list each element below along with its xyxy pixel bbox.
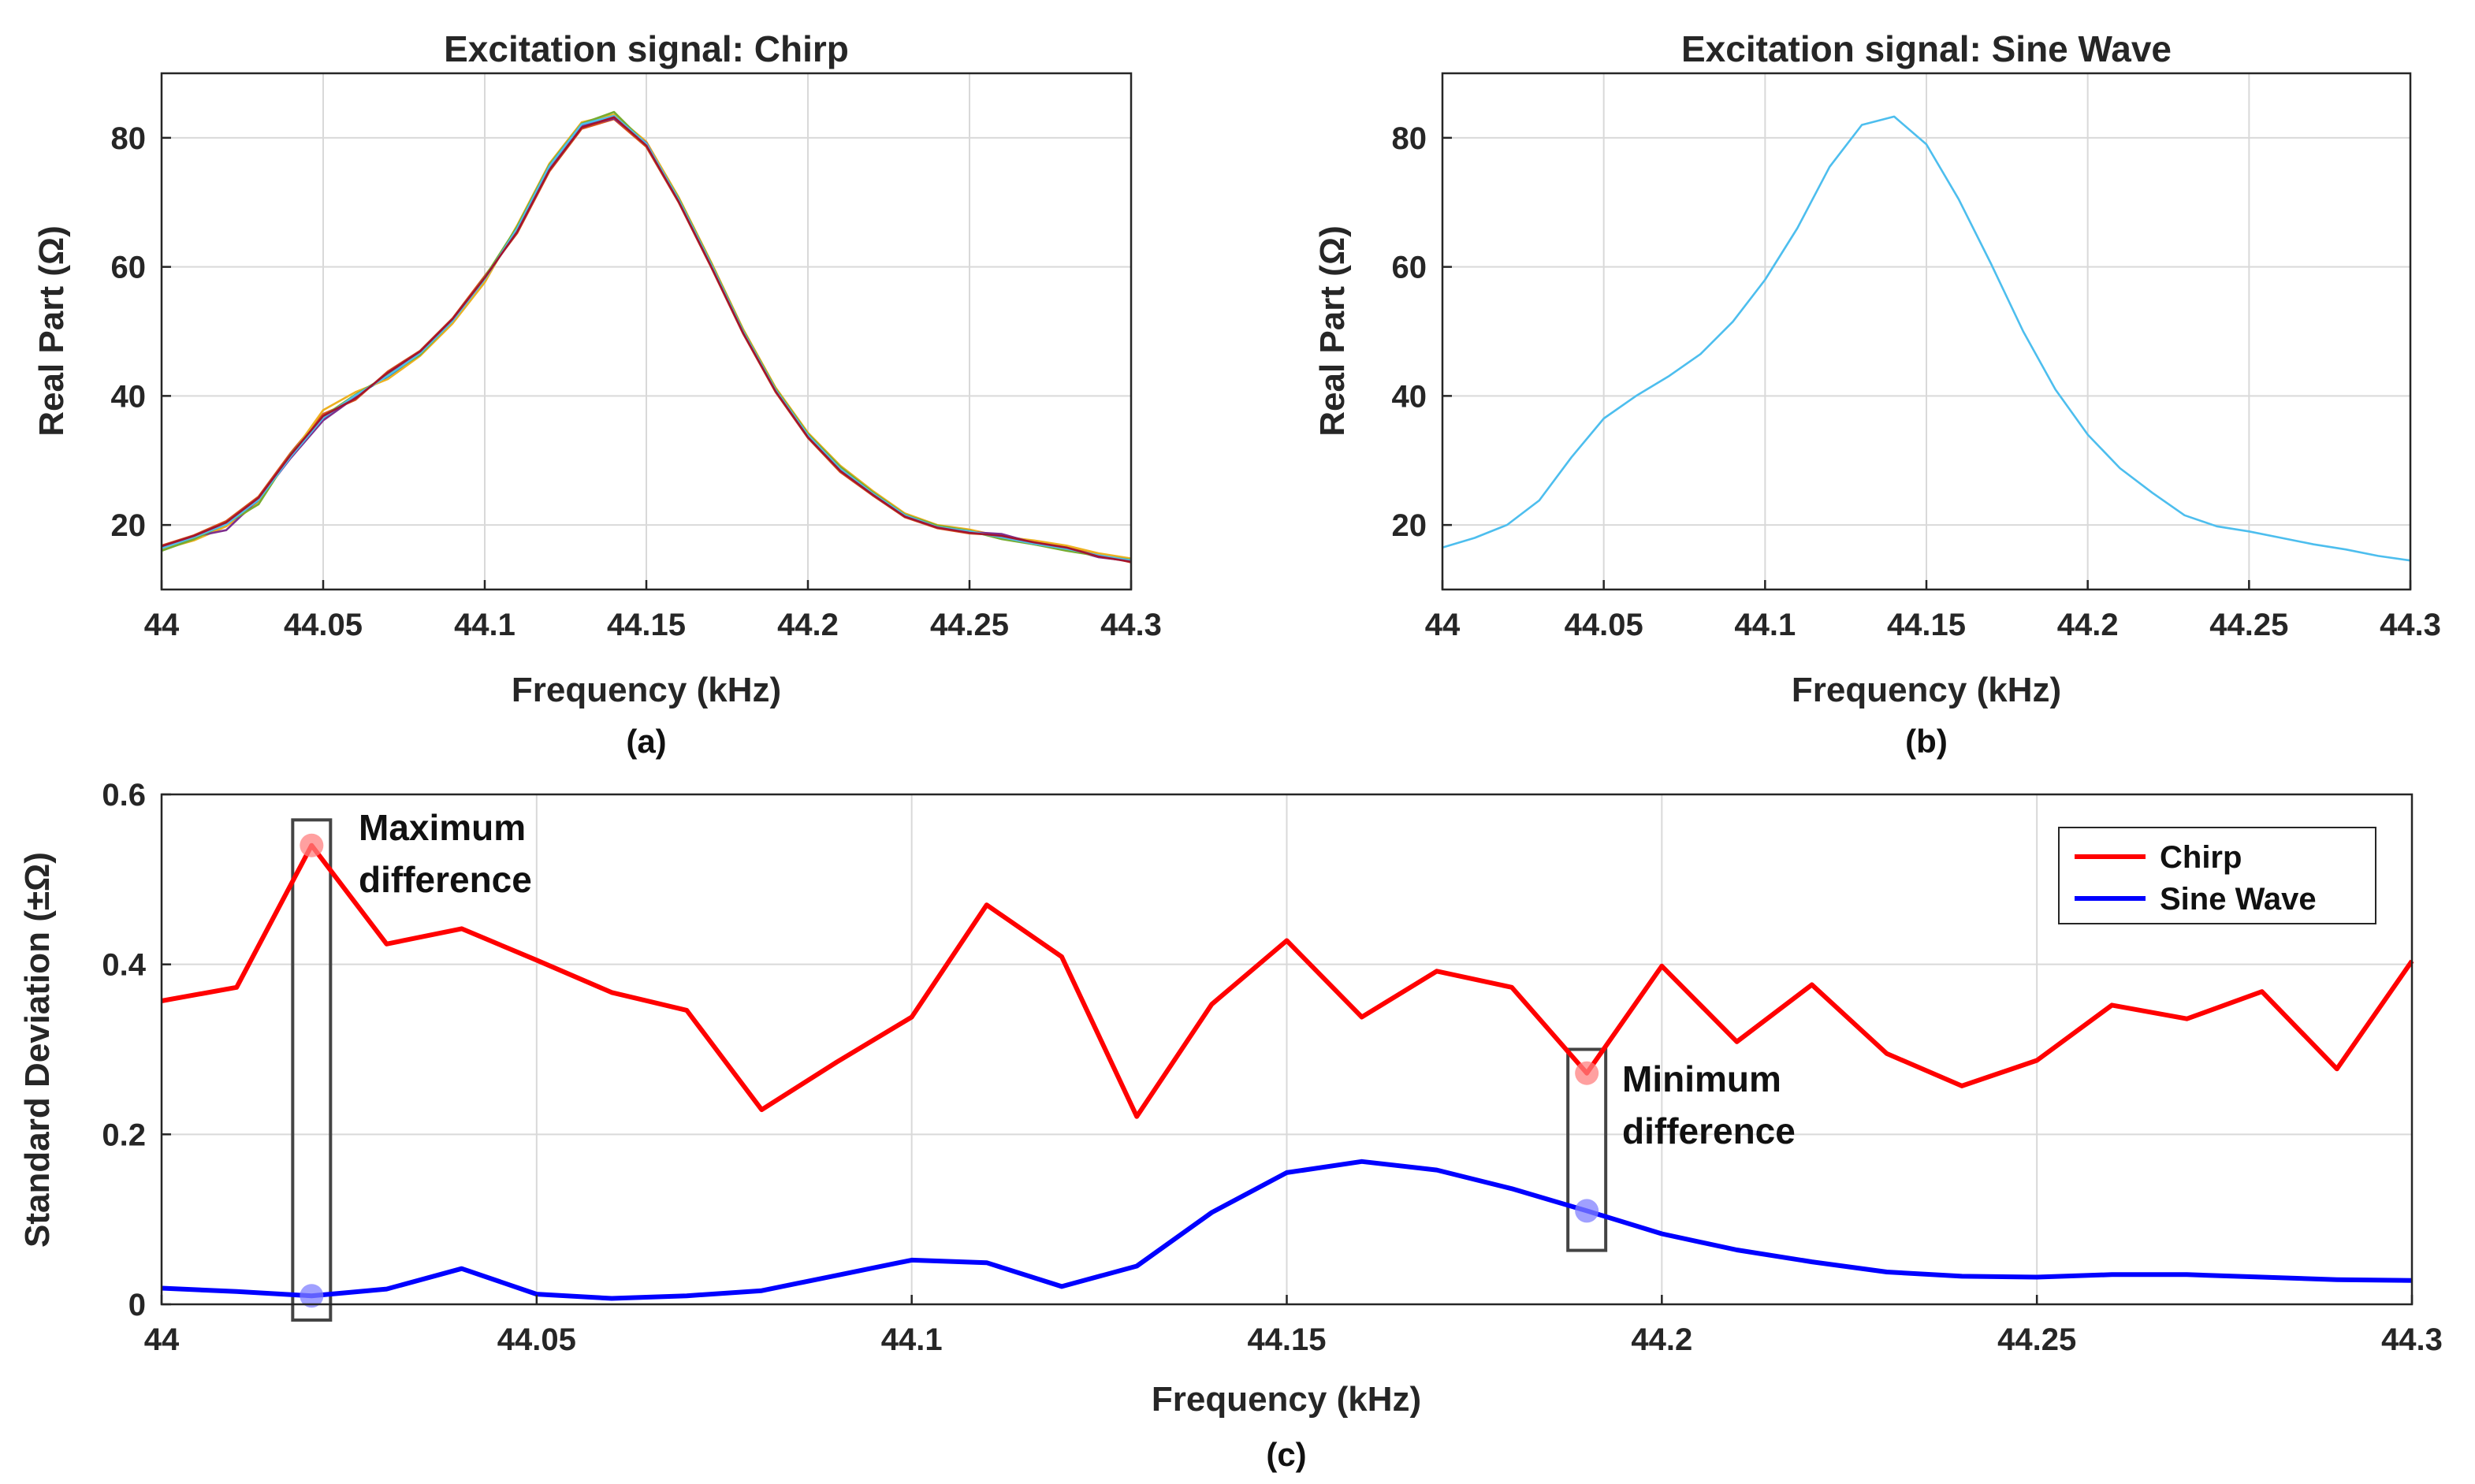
panel-c-caption: (c): [1266, 1436, 1306, 1473]
panel-a-chirp: Excitation signal: Chirp 44 44.05 44.1 44.1…: [32, 28, 1162, 760]
x-tick-label: 44.25: [930, 608, 1009, 642]
x-tick-label: 44.15: [1247, 1322, 1326, 1357]
y-tick-label: 60: [111, 251, 147, 285]
panel-c-xlabel: Frequency (kHz): [1152, 1380, 1421, 1419]
series-line-run-7: [161, 116, 1132, 563]
y-tick-label: 20: [1392, 508, 1427, 543]
y-tick-label: 40: [1392, 379, 1427, 414]
panel-a-xlabel: Frequency (kHz): [512, 671, 781, 709]
panel-c-series: [161, 842, 2414, 1301]
y-tick-label: 80: [1392, 121, 1427, 156]
x-tick-label: 44.1: [1734, 608, 1796, 642]
x-tick-label: 44.15: [607, 608, 686, 642]
panel-b-sine: Excitation signal: Sine Wave 44 44.05 44.1…: [1313, 28, 2441, 760]
panel-c-ylabel: Standard Deviation (±Ω): [18, 852, 57, 1248]
panel-a-title: Excitation signal: Chirp: [444, 28, 849, 69]
panel-c-grid: [162, 794, 2412, 1304]
panel-b-ylabel: Real Part (Ω): [1313, 225, 1352, 437]
min-diff-box: [1566, 1047, 1608, 1252]
min-diff-label-line2: difference: [1622, 1110, 1796, 1151]
panel-b-series: [1442, 115, 2411, 562]
sine-highlight-point: [300, 1284, 324, 1308]
x-tick-label: 44.15: [1887, 608, 1966, 642]
panel-a-caption: (a): [626, 723, 666, 760]
panel-a-series: [161, 110, 1132, 563]
legend-box: [2058, 827, 2376, 924]
x-tick-label: 44: [144, 1322, 180, 1357]
legend-label-chirp: Chirp: [2160, 840, 2242, 875]
panel-c-ticks: 44 44.05 44.1 44.15 44.2 44.25 44.3 0 0.2 0.4 0.6: [102, 778, 2443, 1357]
panel-b-title: Excitation signal: Sine Wave: [1681, 28, 2172, 69]
max-diff-box: [291, 818, 333, 1322]
panel-a-ylabel: Real Part (Ω): [32, 225, 71, 437]
x-tick-label: 44.2: [777, 608, 839, 642]
panel-b-ticks: 44 44.05 44.1 44.15 44.2 44.25 44.3 20 40 60 80: [1392, 121, 2441, 642]
panel-a-grid: [162, 73, 1131, 590]
chirp-highlight-point: [300, 833, 324, 857]
chirp-highlight-point: [1575, 1061, 1599, 1085]
sine-highlight-point: [1575, 1199, 1599, 1223]
max-diff-label-line1: Maximum: [359, 807, 526, 848]
y-tick-label: 60: [1392, 251, 1427, 285]
y-tick-label: 0.6: [102, 778, 146, 813]
x-tick-label: 44.1: [881, 1322, 943, 1357]
x-tick-label: 44.3: [2380, 608, 2441, 642]
series-line-sine-wave: [161, 1159, 2413, 1301]
x-tick-label: 44: [144, 608, 180, 642]
panel-c-legend: Chirp Sine Wave: [2058, 827, 2376, 924]
series-line-run-6: [161, 114, 1132, 562]
panel-a-ticks: 44 44.05 44.1 44.15 44.2 44.25 44.3 20 40 60 80: [111, 121, 1162, 642]
panel-c-std-dev: 44 44.05 44.1 44.15 44.2 44.25 44.300.20.40.6 …: [18, 778, 2443, 1473]
x-tick-label: 44.3: [2381, 1322, 2443, 1357]
x-tick-label: 44.05: [497, 1322, 576, 1357]
series-line-chirp: [161, 842, 2414, 1119]
x-tick-label: 44.05: [284, 608, 363, 642]
x-tick-label: 44.25: [2209, 608, 2288, 642]
x-tick-label: 44: [1425, 608, 1461, 642]
y-tick-label: 40: [111, 379, 147, 414]
y-tick-label: 20: [111, 508, 147, 543]
panel-b-xlabel: Frequency (kHz): [1792, 671, 2061, 709]
x-tick-label: 44.1: [454, 608, 515, 642]
max-diff-label-line2: difference: [359, 859, 532, 900]
y-tick-label: 0: [128, 1288, 146, 1322]
panel-c-annotation-boxes: [291, 818, 1608, 1322]
y-tick-label: 0.2: [102, 1118, 146, 1152]
x-tick-label: 44.05: [1565, 608, 1643, 642]
panel-b-caption: (b): [1905, 723, 1948, 760]
series-line-sine-wave: [1442, 115, 2411, 562]
x-tick-label: 44.2: [2057, 608, 2119, 642]
panel-c-highlight-points: [300, 833, 1599, 1308]
x-tick-label: 44.2: [1631, 1322, 1692, 1357]
legend-label-sine-wave: Sine Wave: [2160, 882, 2317, 917]
y-tick-label: 80: [111, 121, 147, 156]
y-tick-label: 0.4: [102, 948, 146, 983]
min-diff-label-line1: Minimum: [1622, 1058, 1781, 1099]
x-tick-label: 44.25: [1997, 1322, 2076, 1357]
x-tick-label: 44.3: [1100, 608, 1162, 642]
panel-b-grid: [1442, 73, 2410, 590]
